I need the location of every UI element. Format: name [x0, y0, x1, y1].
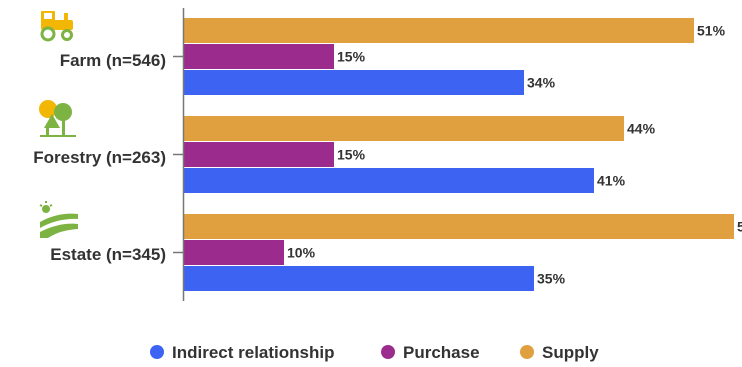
legend-label-supply: Supply	[542, 343, 599, 362]
data-label: 41%	[597, 173, 626, 189]
category-labels: Farm (n=546) Forestry (n=263) Estate (n=…	[33, 51, 166, 264]
tractor-icon	[40, 11, 73, 42]
legend-marker-purchase	[381, 345, 395, 359]
data-label: 55%	[737, 219, 742, 235]
bar-purchase	[184, 44, 334, 69]
data-label: 15%	[337, 147, 366, 163]
legend-marker-indirect-relationship	[150, 345, 164, 359]
legend-label-indirect-relationship: Indirect relationship	[172, 343, 334, 362]
data-label: 35%	[537, 271, 566, 287]
data-label: 44%	[627, 121, 656, 137]
legend: Indirect relationship Purchase Supply	[150, 343, 599, 362]
category-icons	[39, 11, 78, 238]
bar-supply	[184, 214, 734, 239]
bar-supply	[184, 18, 694, 43]
bar-indirect-relationship	[184, 266, 534, 291]
category-label: Estate (n=345)	[50, 245, 166, 264]
bar-purchase	[184, 240, 284, 265]
category-ticks	[173, 55, 184, 254]
bar-indirect-relationship	[184, 70, 524, 95]
data-label: 10%	[287, 245, 316, 261]
bars: 51% 15% 34% 44% 15% 41% 55% 10% 35%	[184, 18, 742, 291]
bar-purchase	[184, 142, 334, 167]
legend-marker-supply	[520, 345, 534, 359]
category-label: Farm (n=546)	[60, 51, 166, 70]
bar-supply	[184, 116, 624, 141]
data-label: 51%	[697, 23, 726, 39]
data-label: 15%	[337, 49, 366, 65]
legend-label-purchase: Purchase	[403, 343, 480, 362]
estate-field-icon	[39, 201, 78, 238]
bar-indirect-relationship	[184, 168, 594, 193]
data-label: 34%	[527, 75, 556, 91]
forest-icon	[39, 100, 76, 137]
category-label: Forestry (n=263)	[33, 148, 166, 167]
